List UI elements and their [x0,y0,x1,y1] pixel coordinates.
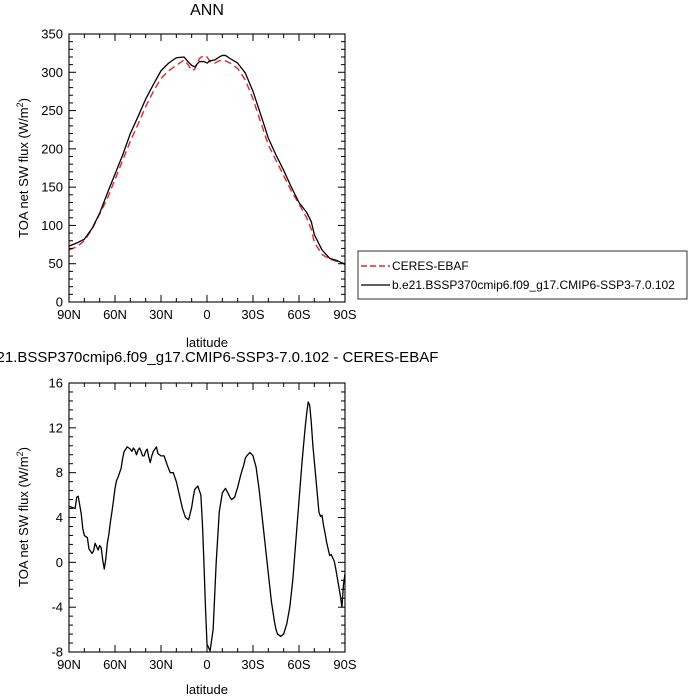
bottom-chart-title: b.e21.BSSP370cmip6.f09_g17.CMIP6-SSP3-7.… [0,349,438,366]
top-x-tick-label: 60S [287,307,310,322]
top-chart-title: ANN [190,2,224,19]
top-panel: ANN 90N 60N 30N 0 30S 60S 90S 0 50 100 150 200 250 30… [15,2,688,350]
top-x-tick-label: 90N [57,307,81,322]
top-x-axis-label: latitude [186,335,228,350]
top-plot-frame [68,33,346,303]
bottom-panel: b.e21.BSSP370cmip6.f09_g17.CMIP6-SSP3-7.… [0,349,438,697]
legend-label-model: b.e21.BSSP370cmip6.f09_g17.CMIP6-SSP3-7.… [392,278,675,292]
top-y-tick-label: 250 [41,103,63,118]
top-y-tick-label: 100 [41,218,63,233]
top-x-tick-label: 0 [203,307,210,322]
top-y-axis-label-close: ) [16,98,31,102]
bottom-y-tick-label: 12 [49,420,63,435]
top-y-tick-label: 200 [41,141,63,156]
bottom-x-tick-label: 30N [149,657,173,672]
bottom-x-tick-label: 30S [241,657,264,672]
bottom-y-tick-label: 4 [56,510,63,525]
bottom-plot-area: 90N 60N 30N 0 30S 60S 90S -8 -4 0 4 8 12 16 [49,376,357,673]
bottom-y-axis-label-close: ) [16,447,31,451]
legend-label-ceres: CERES-EBAF [392,259,469,273]
top-x-tick-label: 30N [149,307,173,322]
bottom-y-axis-label-sup: 2 [15,451,25,456]
top-y-tick-label: 0 [56,295,63,310]
bottom-x-tick-label: 90S [333,657,356,672]
bottom-y-tick-label: -8 [51,645,63,660]
top-y-tick-label: 350 [41,27,63,42]
bottom-y-tick-label: -4 [51,600,63,615]
legend-box [357,250,688,300]
bottom-x-tick-label: 60S [287,657,310,672]
legend: CERES-EBAF b.e21.BSSP370cmip6.f09_g17.CM… [357,250,688,300]
top-y-axis-label-sup: 2 [15,102,25,107]
bottom-y-tick-label: 0 [56,555,63,570]
top-series-line-0 [69,54,345,265]
top-y-tick-label: 50 [49,256,63,271]
bottom-series-line-0 [69,401,345,652]
bottom-x-tick-label: 0 [203,657,210,672]
bottom-y-tick-label: 16 [49,376,63,391]
top-plot-area: 90N 60N 30N 0 30S 60S 90S 0 50 100 150 200 250 300 350 [41,27,357,323]
top-x-tick-label: 60N [103,307,127,322]
top-x-tick-label: 30S [241,307,264,322]
bottom-y-tick-label: 8 [56,465,63,480]
bottom-x-tick-label: 60N [103,657,127,672]
top-y-tick-label: 300 [41,65,63,80]
bottom-x-axis-label: latitude [186,682,228,697]
bottom-plot-frame [68,382,346,653]
bottom-y-axis-label: TOA net SW flux (W/m2) [15,447,31,587]
top-y-tick-label: 150 [41,180,63,195]
top-y-axis-label: TOA net SW flux (W/m2) [15,98,31,238]
bottom-x-tick-label: 90N [57,657,81,672]
top-series-line-1 [69,54,345,266]
top-x-tick-label: 90S [333,307,356,322]
